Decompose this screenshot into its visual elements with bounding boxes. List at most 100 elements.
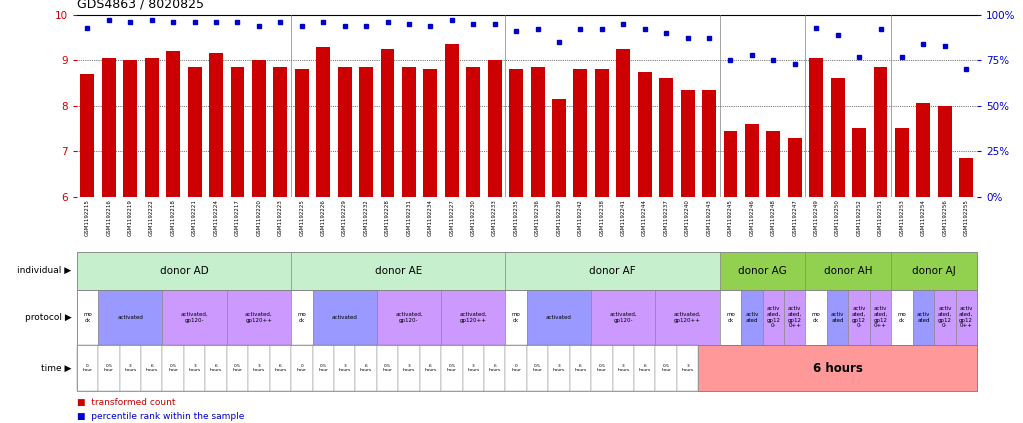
Text: mo
ck: mo ck (897, 312, 906, 323)
Text: GSM1192246: GSM1192246 (750, 199, 754, 236)
Text: GSM1192256: GSM1192256 (942, 199, 947, 236)
Text: activ
ated,
gp12
0++: activ ated, gp12 0++ (788, 306, 802, 328)
Text: GSM1192235: GSM1192235 (514, 199, 519, 236)
Text: GSM1192215: GSM1192215 (85, 199, 90, 236)
Text: 6
hours: 6 hours (145, 364, 158, 372)
Bar (852, 129, 866, 197)
Bar (466, 67, 480, 197)
Text: activated,
gp120++: activated, gp120++ (459, 312, 487, 323)
Text: 3
hours: 3 hours (617, 364, 629, 372)
Text: GSM1192251: GSM1192251 (878, 199, 883, 236)
Bar (680, 90, 695, 197)
Bar (359, 67, 373, 197)
Text: donor AD: donor AD (160, 266, 209, 276)
Text: 6
hours: 6 hours (210, 364, 222, 372)
Text: activated,
gp120-: activated, gp120- (610, 312, 637, 323)
Text: mo
ck: mo ck (512, 312, 521, 323)
Text: 0.5
hour: 0.5 hour (661, 364, 671, 372)
Text: GSM1192244: GSM1192244 (642, 199, 648, 236)
Text: 3
hours: 3 hours (468, 364, 480, 372)
Text: ■  transformed count: ■ transformed count (77, 398, 175, 407)
Text: 3
hours: 3 hours (681, 364, 694, 372)
Bar (552, 99, 566, 197)
Text: 6
hours: 6 hours (574, 364, 586, 372)
Text: GSM1192227: GSM1192227 (449, 199, 454, 236)
Text: donor AG: donor AG (739, 266, 787, 276)
Text: GSM1192223: GSM1192223 (278, 199, 282, 236)
Text: GSM1192238: GSM1192238 (599, 199, 605, 236)
Text: activated,
gp120-: activated, gp120- (181, 312, 209, 323)
Bar (145, 58, 159, 197)
Bar (445, 44, 458, 197)
Bar (938, 106, 951, 197)
Text: 0.5
hour: 0.5 hour (383, 364, 393, 372)
Bar (809, 58, 824, 197)
Text: mo
ck: mo ck (83, 312, 92, 323)
Text: GSM1192232: GSM1192232 (363, 199, 368, 236)
Text: donor AE: donor AE (374, 266, 421, 276)
Bar (81, 74, 94, 197)
Text: GSM1192231: GSM1192231 (406, 199, 411, 236)
Bar (895, 129, 908, 197)
Text: activated,
gp120++: activated, gp120++ (674, 312, 702, 323)
Bar (273, 67, 287, 197)
Text: mo
ck: mo ck (812, 312, 820, 323)
Text: GSM1192249: GSM1192249 (813, 199, 818, 236)
Bar (509, 69, 523, 197)
Bar (252, 60, 266, 197)
Bar (917, 104, 930, 197)
Text: activated: activated (118, 315, 143, 320)
Text: 6 hours: 6 hours (812, 362, 862, 374)
Text: 0.5
hour: 0.5 hour (447, 364, 456, 372)
Text: activ
ated,
gp12
0-: activ ated, gp12 0- (766, 306, 781, 328)
Bar (338, 67, 352, 197)
Text: time ▶: time ▶ (41, 363, 72, 373)
Text: activ
ated,
gp12
0-: activ ated, gp12 0- (852, 306, 866, 328)
Text: GSM1192240: GSM1192240 (685, 199, 691, 236)
Text: 0
hour: 0 hour (83, 364, 92, 372)
Text: GSM1192245: GSM1192245 (728, 199, 732, 236)
Text: 0.5
hour: 0.5 hour (318, 364, 328, 372)
Text: GSM1192242: GSM1192242 (578, 199, 583, 236)
Text: 0
hour: 0 hour (512, 364, 521, 372)
Text: GSM1192247: GSM1192247 (792, 199, 797, 236)
Text: 6
hours: 6 hours (489, 364, 500, 372)
Bar (531, 67, 544, 197)
Text: 3
hours: 3 hours (253, 364, 265, 372)
Text: activ
ated,
gp12
0++: activ ated, gp12 0++ (874, 306, 888, 328)
Text: 6
hours: 6 hours (360, 364, 372, 372)
Text: GSM1192253: GSM1192253 (899, 199, 904, 236)
Text: activated: activated (331, 315, 358, 320)
Bar (424, 69, 438, 197)
Text: individual ▶: individual ▶ (17, 266, 72, 275)
Text: 3
hours: 3 hours (339, 364, 351, 372)
Bar (102, 58, 116, 197)
Text: mo
ck: mo ck (298, 312, 306, 323)
Bar (209, 53, 223, 197)
Bar (166, 51, 180, 197)
Bar (960, 158, 973, 197)
Text: 0.5
hour: 0.5 hour (232, 364, 242, 372)
Bar (381, 49, 395, 197)
Text: activ
ated,
gp12
0-: activ ated, gp12 0- (938, 306, 952, 328)
Bar (230, 67, 244, 197)
Bar (766, 131, 781, 197)
Bar (637, 71, 652, 197)
Text: GSM1192222: GSM1192222 (149, 199, 154, 236)
Bar (723, 131, 738, 197)
Text: GSM1192254: GSM1192254 (921, 199, 926, 236)
Text: GSM1192250: GSM1192250 (835, 199, 840, 236)
Bar (316, 47, 330, 197)
Text: GSM1192216: GSM1192216 (106, 199, 112, 236)
Text: activ
ated: activ ated (831, 312, 844, 323)
Text: GSM1192228: GSM1192228 (385, 199, 390, 236)
Text: GDS4863 / 8020825: GDS4863 / 8020825 (77, 0, 204, 11)
Text: GSM1192233: GSM1192233 (492, 199, 497, 236)
Text: GSM1192230: GSM1192230 (471, 199, 476, 236)
Bar (595, 69, 609, 197)
Text: 3
hours: 3 hours (553, 364, 565, 372)
Text: GSM1192248: GSM1192248 (771, 199, 775, 236)
Text: 0.5
hour: 0.5 hour (597, 364, 607, 372)
Text: activated,
gp120-: activated, gp120- (395, 312, 422, 323)
Text: activated,
gp120++: activated, gp120++ (246, 312, 273, 323)
